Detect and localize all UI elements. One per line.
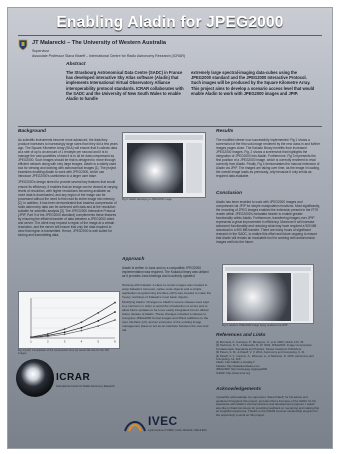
chart-point (63, 331, 66, 334)
chart-point (80, 329, 83, 332)
reference-link[interactable]: Kakadu: http://kakadusoftware.com (216, 363, 260, 368)
results-text: The modified viewer now successfully imp… (216, 138, 321, 179)
supervisor-block: Supervisor Associate Professor Slava Kit… (32, 49, 185, 58)
chart-point (30, 336, 32, 339)
approach-text: Aladin is written in Java and so a compa… (122, 266, 209, 279)
chart-x-tick-label: 2 (47, 340, 49, 344)
section-divider (18, 126, 322, 127)
compression-chart: 1 2 3 4 5 6 (18, 291, 120, 349)
abstract-right: extremely large spectral-imaging data-cu… (191, 70, 315, 96)
ivec-subtitle: a joint venture of CSIRO, Curtin, Murdoc… (148, 429, 207, 432)
aladin-side-panel (186, 143, 202, 193)
chart-point (97, 319, 100, 322)
chart-point (80, 326, 83, 329)
chart-svg: 1 2 3 4 5 6 (30, 297, 116, 344)
figure-caption-mid: Fig 2: Aladin displaying a JPEG2000 imag… (122, 198, 172, 201)
aladin-image (127, 143, 183, 193)
reference-item: [1] Bonnarel, F., Fernique, P., Bienayme… (216, 340, 304, 344)
approach-item: Working with Kakadu: A class to render i… (122, 283, 212, 299)
icrar-logo-icon (16, 359, 54, 397)
chart-point (63, 333, 66, 336)
chart-point (63, 328, 66, 331)
reference-item: [4] Kitaeff, V. V., Cannon, A., Wicenec,… (216, 353, 314, 362)
approach-heading: Approach (122, 257, 145, 262)
icrar-subtitle: International Centre for Radio Astronomy… (56, 385, 115, 388)
aladin-screenshot-fig (122, 132, 206, 198)
title-divider (18, 35, 322, 36)
abstract-left: The Strasbourg Astronomical Data Centre … (66, 70, 184, 102)
figure-caption-left: Fig 1 (Left): Comparison of the compress… (18, 349, 109, 356)
author: JT Malarecki – The University of Western… (32, 40, 166, 46)
reference-link[interactable]: Aladin: http://aladin.u-strasbg.fr (216, 360, 255, 365)
chart-point (80, 321, 83, 324)
chart-x-tick-label: 6 (114, 340, 116, 344)
chart-point (97, 311, 100, 314)
reference-link[interactable]: ICRAR: http://www.icrar.org (216, 370, 251, 375)
supervisor-name: Associate Professor Slava Kitaeff – Inte… (32, 53, 186, 58)
abstract-heading: Abstract (66, 62, 86, 67)
ivec-logo-icon (124, 421, 146, 432)
reference-item: [3] Peters, S. M., & Kitaeff, V. V. 2014… (216, 350, 305, 355)
background-text: As scientific instruments become more ad… (18, 138, 118, 239)
chart-point (46, 333, 49, 335)
figure-caption-right: Fig 4: Aladin's JPEG2000 image being ren… (222, 324, 288, 327)
jpip-toolbar (225, 267, 311, 271)
background-paragraph: As scientific instruments become more ad… (18, 138, 118, 179)
supervisor-label: Supervisor (32, 49, 50, 53)
results-heading: Results (216, 129, 234, 134)
reference-item: [2] Taubman, D. S., & Marcellin, M. W. 2… (216, 343, 312, 351)
references-heading: References and Links (216, 333, 266, 338)
uwa-crest-icon (18, 39, 28, 51)
approach-list: Working with Kakadu: A class to render i… (122, 283, 212, 334)
aladin-toolbar (125, 135, 203, 140)
background-paragraph: JPEG2000's design aimed to provide sever… (18, 180, 118, 238)
chart-x-tick-label: 4 (81, 340, 83, 344)
references-list: [1] Bonnarel, F., Fernique, P., Bienayme… (216, 340, 320, 375)
chart-x-tick-label: 1 (30, 340, 32, 344)
chart-series-line (30, 311, 116, 338)
acknowledgements-heading: Acknowledgements (216, 387, 262, 392)
chart-series-line (30, 302, 116, 338)
background-heading: Background (18, 129, 46, 134)
poster: Enabling Aladin for JPEG2000 JT Malareck… (7, 7, 333, 449)
reference-link[interactable]: JPEG2000: http://www.jpeg.org/jpeg2000 (216, 367, 268, 372)
chart-x-tick-label: 5 (97, 340, 99, 344)
poster-title: Enabling Aladin for JPEG2000 (56, 14, 284, 31)
jpip-screenshot-fig (222, 264, 314, 324)
chart-series-line (30, 319, 116, 339)
chart-point (114, 311, 116, 313)
conclusion-heading: Conclusion (216, 191, 243, 196)
acknowledgements-text: I gratefully acknowledge my supervisor, … (216, 395, 319, 417)
chart-point (114, 301, 116, 304)
ivec-logo-text: IVEC (148, 414, 178, 428)
approach-item: Modifying Aladin: Changes to Aladin's so… (122, 300, 210, 332)
chart-point (114, 319, 116, 321)
jpip-image (227, 273, 291, 321)
jpip-side-panel (293, 273, 309, 321)
icrar-logo-text: ICRAR (56, 372, 91, 383)
chart-x-tick-label: 3 (64, 340, 66, 344)
chart-point (97, 325, 100, 327)
chart-point (46, 335, 49, 338)
conclusion-text: Aladin has been enabled to work with JPE… (216, 200, 320, 245)
